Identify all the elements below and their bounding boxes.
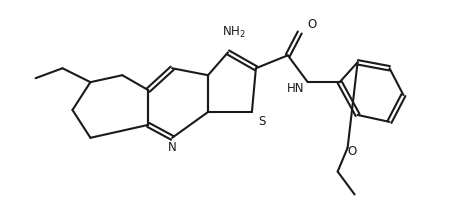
Text: N: N: [168, 141, 176, 154]
Text: O: O: [307, 18, 317, 31]
Text: NH$_2$: NH$_2$: [222, 25, 246, 40]
Text: S: S: [258, 115, 265, 128]
Text: HN: HN: [287, 82, 304, 95]
Text: O: O: [347, 145, 356, 158]
